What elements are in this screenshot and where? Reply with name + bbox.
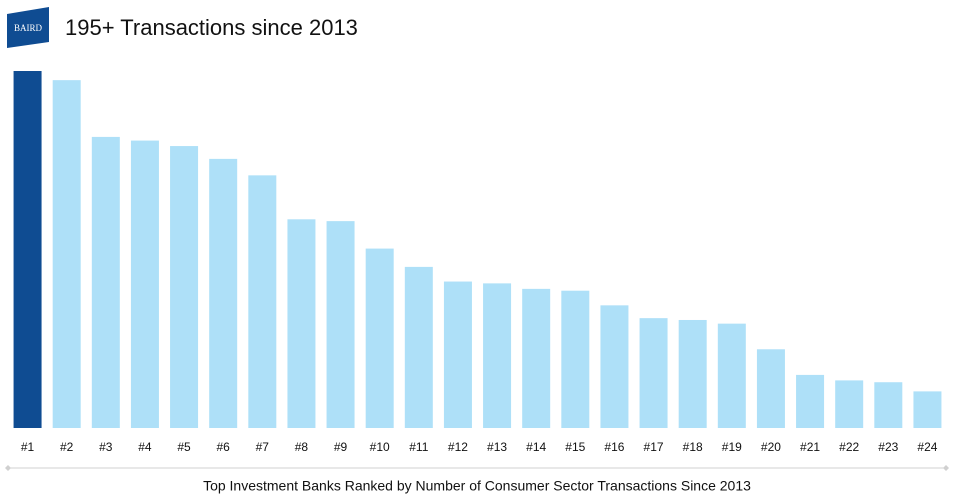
logo-flag <box>7 7 49 48</box>
bar <box>600 305 629 428</box>
x-tick-label: #21 <box>800 440 820 454</box>
x-tick-label: #14 <box>526 440 546 454</box>
x-tick-label: #23 <box>878 440 898 454</box>
x-tick-label: #12 <box>448 440 468 454</box>
x-tick-label: #22 <box>839 440 859 454</box>
bar <box>13 71 42 428</box>
bar <box>639 318 668 428</box>
bar <box>287 219 316 428</box>
x-tick-label: #4 <box>138 440 152 454</box>
bar <box>835 380 864 428</box>
bar <box>326 221 355 428</box>
bar <box>91 136 120 428</box>
x-tick-label: #3 <box>99 440 113 454</box>
x-tick-label: #5 <box>177 440 191 454</box>
logo: BAIRD <box>7 7 49 48</box>
bar <box>209 158 238 428</box>
bar <box>874 382 903 428</box>
x-tick-label: #17 <box>644 440 664 454</box>
x-axis-label: Top Investment Banks Ranked by Number of… <box>203 478 751 494</box>
x-tick-label: #19 <box>722 440 742 454</box>
bar <box>170 146 199 429</box>
bar <box>756 349 785 428</box>
bar <box>483 283 512 428</box>
x-tick-label: #2 <box>60 440 74 454</box>
chart-title: 195+ Transactions since 2013 <box>65 15 358 40</box>
x-tick-label: #18 <box>683 440 703 454</box>
bar <box>248 175 277 428</box>
bar <box>52 80 81 429</box>
bar <box>443 281 472 428</box>
x-tick-label: #9 <box>334 440 348 454</box>
bar <box>404 266 433 428</box>
bar <box>796 374 825 428</box>
bar <box>561 290 590 428</box>
bar <box>365 248 394 428</box>
x-tick-label: #8 <box>295 440 309 454</box>
x-tick-label: #16 <box>604 440 624 454</box>
x-tick-label: #20 <box>761 440 781 454</box>
x-tick-label: #7 <box>256 440 270 454</box>
x-tick-label: #13 <box>487 440 507 454</box>
x-tick-label: #1 <box>21 440 35 454</box>
x-tick-label: #11 <box>409 440 428 454</box>
axis-end <box>5 465 11 471</box>
x-tick-label: #6 <box>217 440 231 454</box>
logo-text: BAIRD <box>14 23 43 33</box>
bar <box>717 323 746 428</box>
x-tick-label: #10 <box>370 440 390 454</box>
axis-end <box>943 465 949 471</box>
x-tick-label: #15 <box>565 440 585 454</box>
bar <box>522 288 551 428</box>
bar <box>678 319 707 428</box>
bar <box>130 140 159 429</box>
x-tick-label: #24 <box>917 440 937 454</box>
bar <box>913 391 942 428</box>
